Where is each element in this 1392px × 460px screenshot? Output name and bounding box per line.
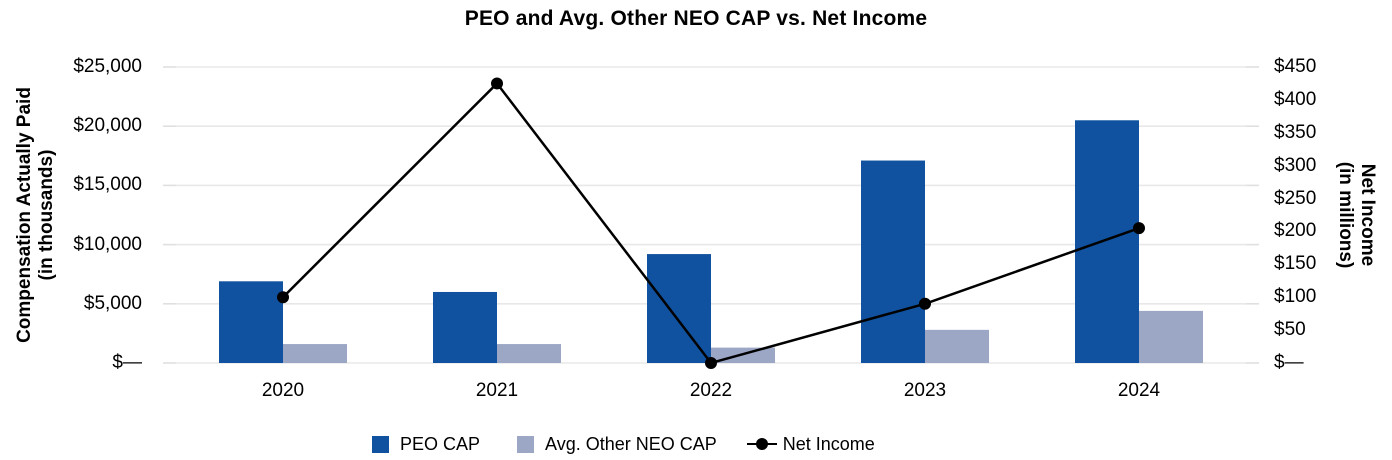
net-income-point-2020 — [277, 291, 289, 304]
right-axis-tick-label: $150 — [1274, 253, 1317, 275]
left-axis-tick-label: $10,000 — [73, 233, 142, 255]
x-axis-label: 2021 — [475, 380, 519, 401]
left-axis-tick-label: $5,000 — [83, 292, 142, 314]
x-axis-label: 2024 — [1117, 380, 1161, 401]
peo-cap-bar-2021 — [433, 291, 497, 363]
right-axis-tick-label: $50 — [1274, 319, 1306, 341]
net-income-point-2021 — [491, 77, 503, 90]
peo-cap-legend-swatch — [372, 435, 389, 453]
legend-dot-icon — [755, 438, 768, 450]
chart-legend: PEO CAP Avg. Other NEO CAP Net Income — [372, 434, 875, 454]
x-axis-label: 2022 — [689, 380, 733, 401]
avg-other-neo-cap-legend-label: Avg. Other NEO CAP — [545, 434, 717, 454]
peo-cap-bar-2023 — [861, 160, 925, 363]
left-axis-tick-label: $— — [112, 352, 142, 373]
avg-other-neo-cap-legend-swatch — [517, 435, 535, 453]
avg-other-neo-cap-bar-2023 — [925, 329, 989, 363]
x-axis-label: 2020 — [261, 380, 305, 401]
right-axis-tick-label: $100 — [1274, 286, 1317, 308]
peo-cap-legend-label: PEO CAP — [400, 434, 481, 454]
right-axis-tick-label: $200 — [1274, 220, 1317, 242]
left-axis-tick-label: $20,000 — [73, 115, 142, 137]
right-axis-tick-label: $— — [1274, 352, 1304, 373]
right-axis-tick-label: $400 — [1274, 88, 1317, 110]
net-income-point-2022 — [705, 357, 717, 369]
net-income-point-2023 — [919, 297, 931, 310]
x-axis-label: 2023 — [903, 380, 947, 401]
net-income-point-2024 — [1133, 222, 1145, 235]
avg-other-neo-cap-bar-2020 — [283, 344, 347, 363]
right-axis-tick-label: $250 — [1274, 187, 1317, 209]
right-axis-tick-label: $450 — [1274, 56, 1317, 77]
chart-title: PEO and Avg. Other NEO CAP vs. Net Incom… — [464, 7, 928, 30]
net-income-legend-label: Net Income — [782, 434, 875, 454]
left-axis-tick-label: $25,000 — [73, 56, 142, 77]
right-axis-tick-label: $300 — [1274, 154, 1317, 176]
peo-cap-bar-2022 — [647, 254, 711, 363]
peo-cap-bar-2024 — [1075, 120, 1139, 363]
avg-other-neo-cap-bar-2021 — [497, 344, 561, 363]
right-axis-tick-label: $350 — [1274, 121, 1317, 143]
left-axis-tick-label: $15,000 — [73, 174, 142, 196]
avg-other-neo-cap-bar-2024 — [1139, 310, 1203, 363]
net-income-legend-marker — [746, 435, 777, 453]
peo-cap-bar-2020 — [219, 281, 283, 363]
